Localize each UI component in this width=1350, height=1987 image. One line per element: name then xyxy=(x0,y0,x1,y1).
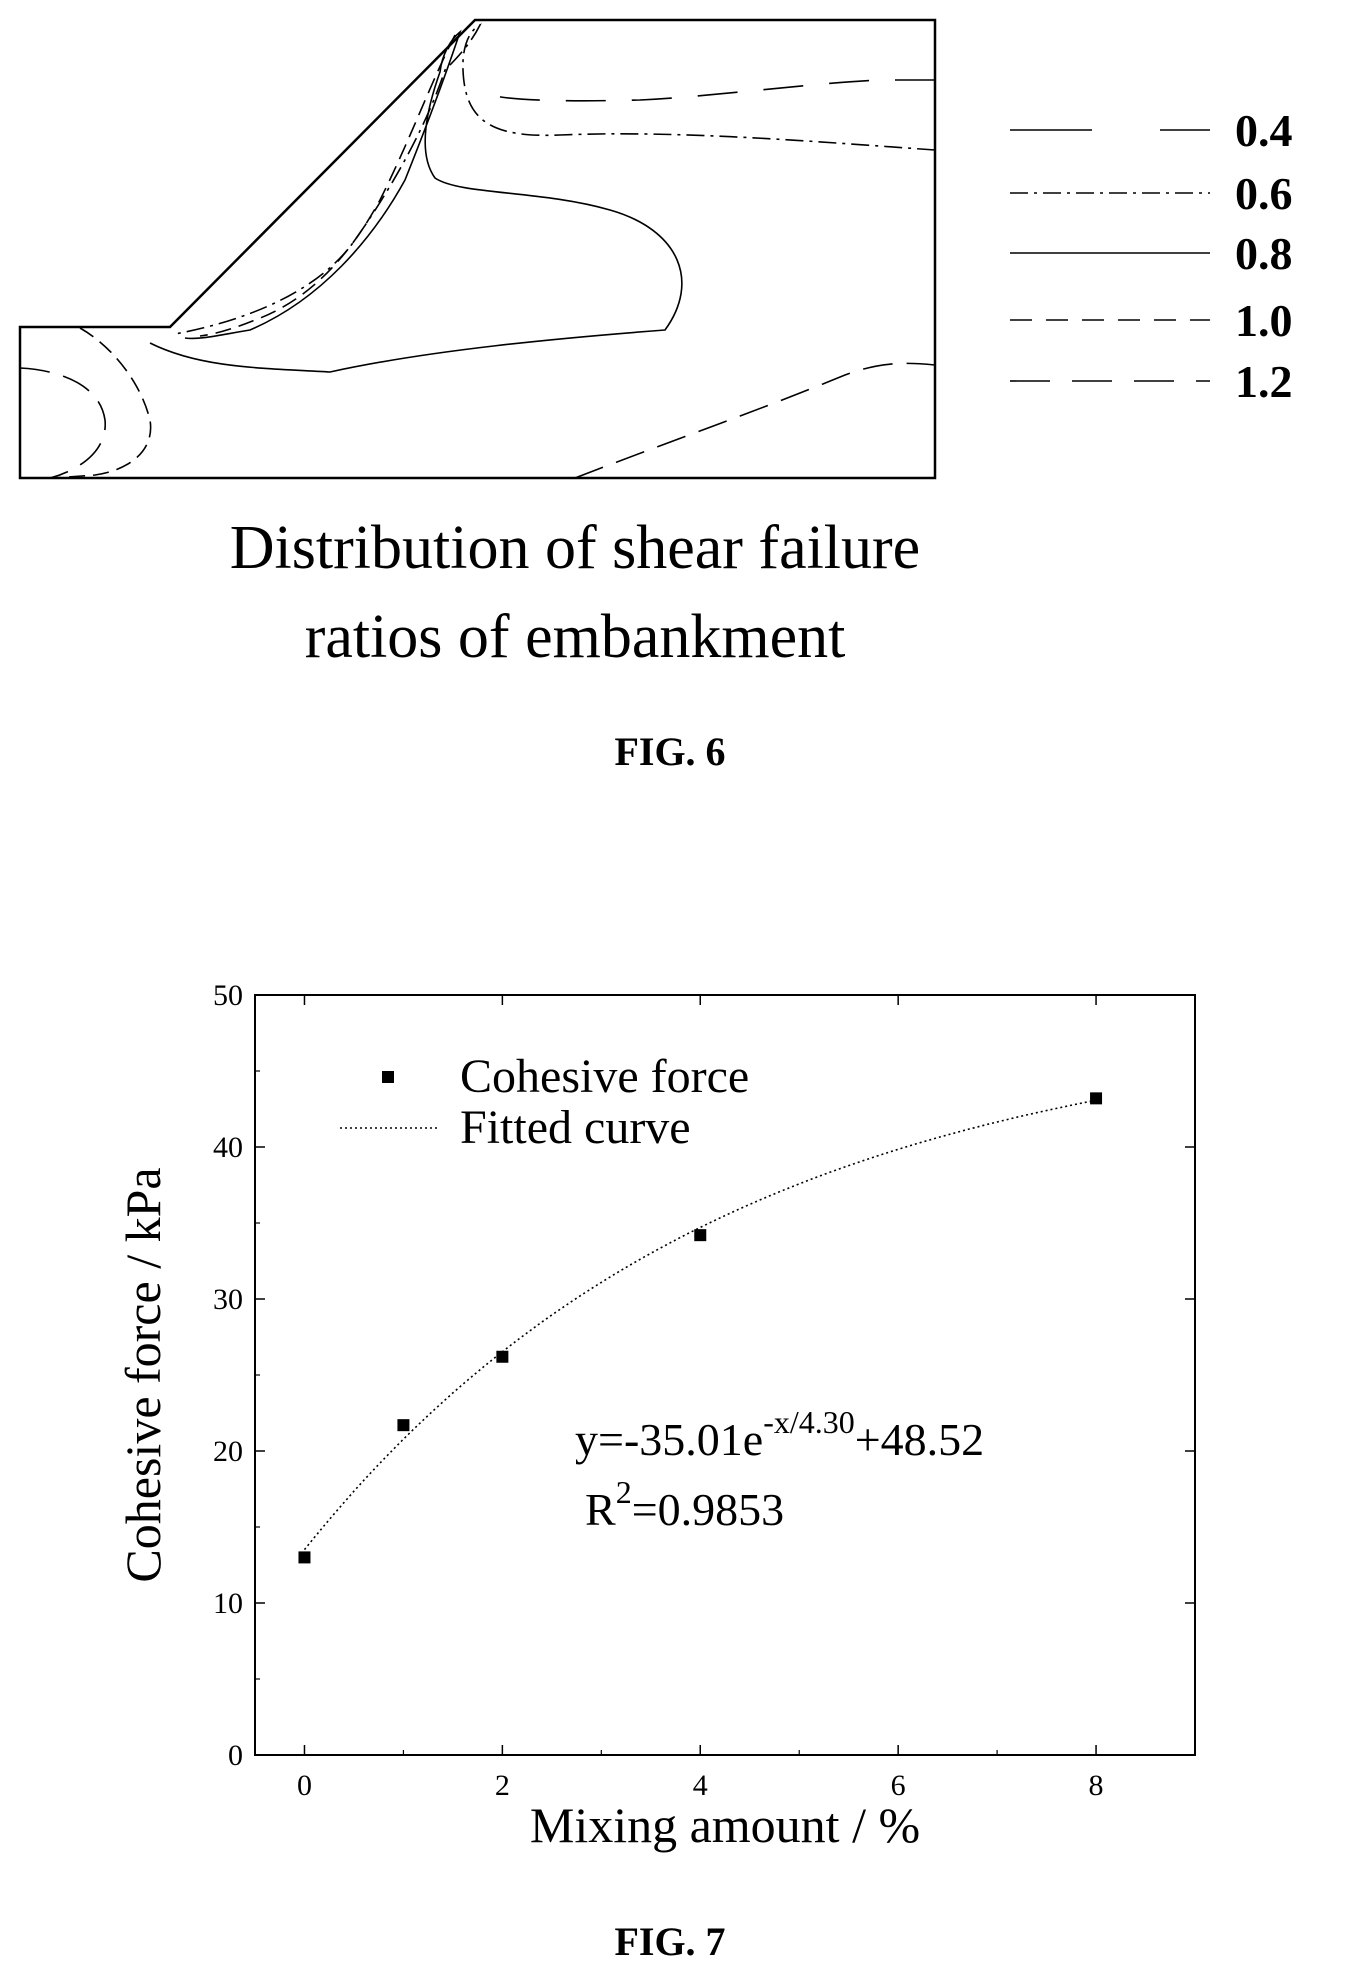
legend-label-1.2: 1.2 xyxy=(1235,356,1293,407)
contour-0.8 xyxy=(149,29,683,373)
legend-label-curve: Fitted curve xyxy=(460,1101,691,1154)
fig6-legend: 0.4 0.6 0.8 1.0 1.2 xyxy=(1010,105,1293,407)
data-point xyxy=(694,1229,707,1242)
x-axis-label: Mixing amount / % xyxy=(530,1797,920,1853)
data-point xyxy=(397,1419,410,1432)
y-axis-label: Cohesive force / kPa xyxy=(115,1167,171,1582)
fig6-caption: FIG. 6 xyxy=(614,729,725,774)
data-point xyxy=(496,1350,509,1363)
y-tick-label: 20 xyxy=(213,1435,243,1468)
fig7-chart: 0 10 20 30 40 50 0 2 4 6 8 Cohesive force Fitted … xyxy=(115,979,1196,1964)
contour-0.4 xyxy=(489,79,935,102)
fig6-title-line2: ratios of embankment xyxy=(305,603,846,671)
x-tick-label: 2 xyxy=(495,1769,510,1802)
x-tick-label: 8 xyxy=(1089,1769,1104,1802)
fit-equation-suffix: +48.52 xyxy=(855,1414,984,1465)
y-tick-label: 0 xyxy=(228,1739,243,1772)
y-tick-label: 10 xyxy=(213,1587,243,1620)
fit-equation: y=-35.01e-x/4.30+48.52 xyxy=(575,1404,984,1465)
x-axis-ticks: 0 2 4 6 8 xyxy=(297,995,1104,1802)
x-tick-label: 6 xyxy=(891,1769,906,1802)
fit-equation-exponent: -x/4.30 xyxy=(763,1404,855,1440)
data-point xyxy=(1090,1092,1103,1105)
data-point xyxy=(298,1551,311,1564)
legend-label-1.0: 1.0 xyxy=(1235,295,1293,346)
fig7-caption: FIG. 7 xyxy=(614,1919,725,1964)
contour-1.0 xyxy=(54,34,456,479)
y-tick-label: 50 xyxy=(213,979,243,1012)
legend-label-0.8: 0.8 xyxy=(1235,228,1293,279)
r-squared-base: R xyxy=(585,1484,616,1535)
y-tick-label: 30 xyxy=(213,1283,243,1316)
data-points xyxy=(298,1092,1103,1564)
legend-label-0.6: 0.6 xyxy=(1235,168,1293,219)
fig6-figure: 0.4 0.6 0.8 1.0 1.2 Distribution of shea… xyxy=(18,18,1293,774)
y-axis-ticks: 0 10 20 30 40 50 xyxy=(213,979,1195,1772)
x-tick-label: 4 xyxy=(693,1769,708,1802)
x-tick-label: 0 xyxy=(297,1769,312,1802)
plot-frame xyxy=(254,994,1196,1756)
fitted-curve xyxy=(303,1099,1097,1551)
legend-marker-points xyxy=(382,1071,394,1083)
contour-1.2 xyxy=(19,362,936,479)
legend-label-0.4: 0.4 xyxy=(1235,105,1293,156)
embankment-outline xyxy=(18,18,937,480)
fig6-title-line1: Distribution of shear failure xyxy=(230,514,920,582)
r-squared-sup: 2 xyxy=(616,1474,632,1510)
r-squared: R2=0.9853 xyxy=(585,1474,784,1535)
y-tick-label: 40 xyxy=(213,1131,243,1164)
r-squared-value: =0.9853 xyxy=(632,1484,784,1535)
legend-label-points: Cohesive force xyxy=(460,1050,749,1103)
contour-0.6 xyxy=(174,23,936,335)
fig7-legend: Cohesive force Fitted curve xyxy=(340,1050,749,1154)
fit-equation-prefix: y=-35.01e xyxy=(575,1414,763,1465)
